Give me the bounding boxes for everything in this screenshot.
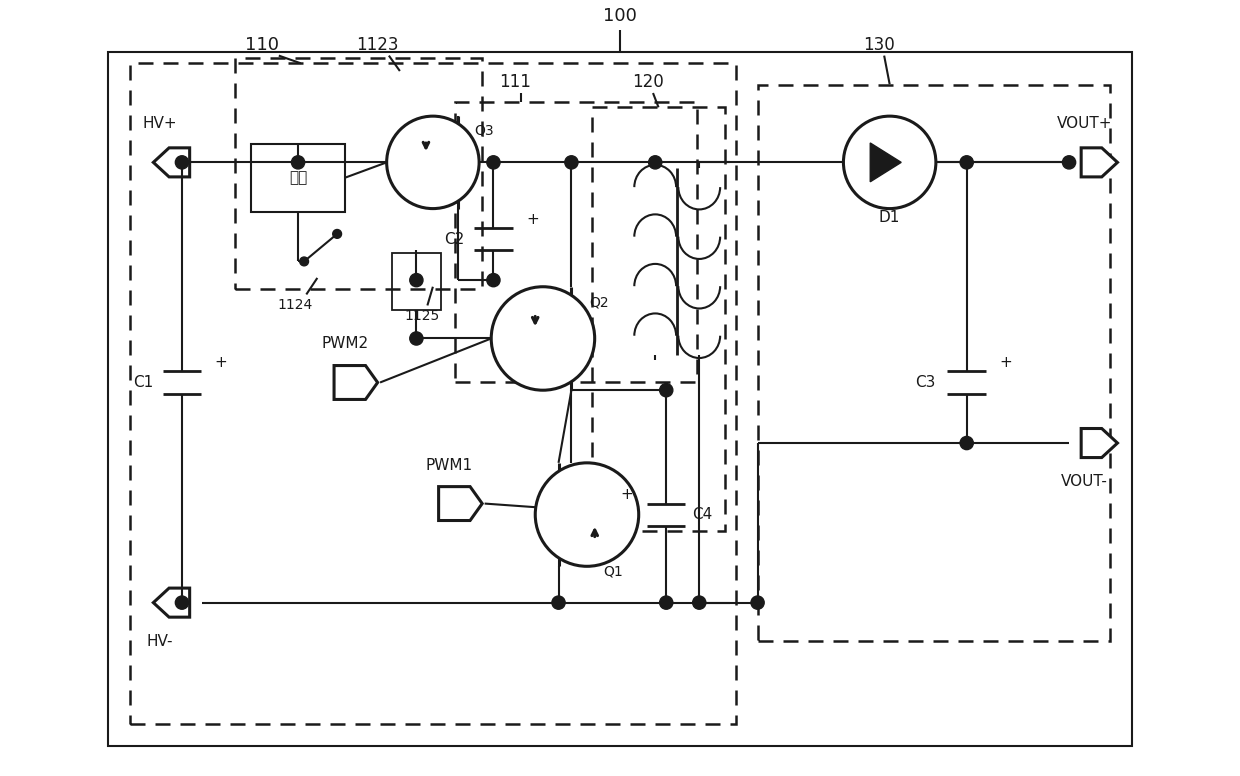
- Text: 驱动: 驱动: [289, 170, 308, 185]
- Text: 1125: 1125: [404, 310, 439, 324]
- Circle shape: [409, 273, 423, 287]
- Circle shape: [491, 287, 595, 390]
- Polygon shape: [154, 588, 190, 617]
- Polygon shape: [334, 365, 378, 400]
- Text: HV-: HV-: [146, 634, 174, 649]
- Text: Q3: Q3: [475, 123, 494, 137]
- Circle shape: [960, 436, 973, 449]
- Circle shape: [751, 596, 764, 609]
- Circle shape: [536, 462, 639, 566]
- Circle shape: [487, 273, 500, 287]
- Polygon shape: [1081, 428, 1117, 458]
- Text: Q1: Q1: [603, 564, 622, 578]
- Text: 1124: 1124: [278, 299, 312, 313]
- Text: C3: C3: [915, 375, 936, 390]
- Text: VOUT-: VOUT-: [1061, 474, 1107, 489]
- Text: D1: D1: [879, 210, 900, 225]
- Text: 120: 120: [631, 73, 663, 91]
- Circle shape: [332, 230, 341, 238]
- Circle shape: [564, 156, 578, 169]
- Circle shape: [649, 156, 662, 169]
- Circle shape: [660, 596, 673, 609]
- Circle shape: [175, 596, 188, 609]
- Text: C4: C4: [692, 507, 712, 522]
- Text: +: +: [999, 355, 1012, 370]
- Circle shape: [175, 156, 188, 169]
- Circle shape: [660, 383, 673, 397]
- Bar: [252, 144, 345, 212]
- Text: Q2: Q2: [589, 295, 609, 310]
- Circle shape: [300, 257, 309, 266]
- Text: 1123: 1123: [357, 36, 399, 54]
- Polygon shape: [1081, 148, 1117, 177]
- Circle shape: [843, 116, 936, 209]
- Text: +: +: [215, 355, 227, 370]
- Circle shape: [1063, 156, 1075, 169]
- Text: C1: C1: [133, 375, 153, 390]
- Circle shape: [291, 156, 305, 169]
- Text: 100: 100: [603, 7, 637, 25]
- Text: 110: 110: [246, 36, 279, 54]
- Text: +: +: [526, 212, 539, 227]
- Circle shape: [693, 596, 706, 609]
- Bar: [455, 102, 697, 383]
- Bar: [758, 85, 1110, 641]
- Text: C2: C2: [444, 232, 465, 247]
- Text: HV+: HV+: [143, 116, 177, 131]
- Text: PWM1: PWM1: [425, 458, 472, 473]
- Polygon shape: [439, 487, 482, 521]
- Text: PWM2: PWM2: [321, 337, 368, 352]
- Text: 111: 111: [500, 73, 532, 91]
- Bar: [593, 107, 724, 531]
- Bar: [130, 64, 735, 724]
- Circle shape: [552, 596, 565, 609]
- Bar: [392, 253, 440, 310]
- Text: 130: 130: [863, 36, 894, 54]
- Text: VOUT+: VOUT+: [1056, 116, 1112, 131]
- Polygon shape: [154, 148, 190, 177]
- Circle shape: [451, 156, 465, 169]
- Bar: [234, 57, 482, 289]
- Circle shape: [487, 156, 500, 169]
- Circle shape: [387, 116, 479, 209]
- Text: +: +: [621, 487, 634, 502]
- Circle shape: [409, 332, 423, 345]
- Circle shape: [960, 156, 973, 169]
- Polygon shape: [870, 143, 901, 182]
